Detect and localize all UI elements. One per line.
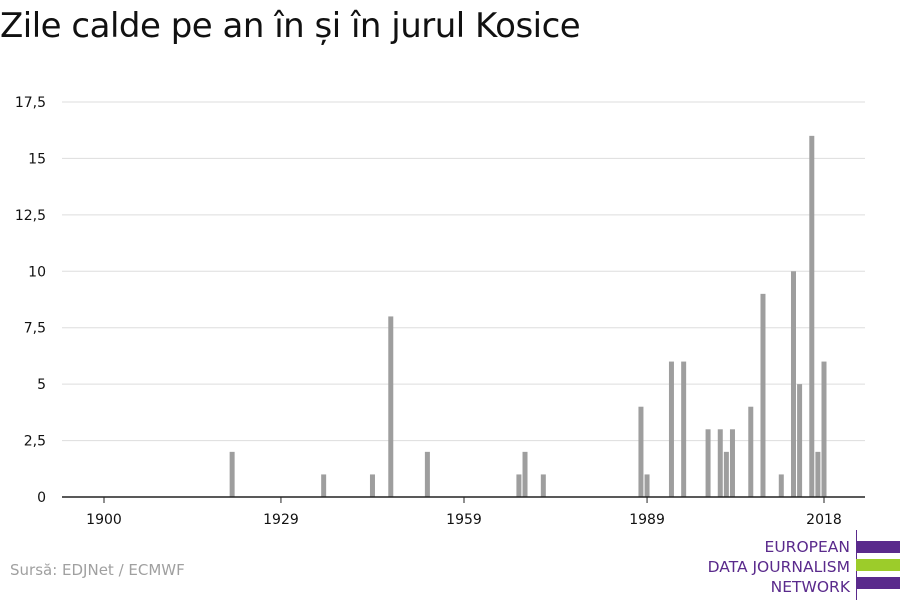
bar-2017 — [815, 451, 821, 497]
axes: 0 2,5 5 7,5 10 12,5 15 17,5 1900 1929 1959 1989 2018 — [15, 95, 865, 528]
bar-2013 — [790, 271, 796, 497]
bars — [229, 135, 827, 497]
bar-1947 — [388, 316, 394, 497]
bar-2016 — [809, 135, 815, 497]
logo-bar-purple-top — [856, 541, 900, 553]
chart-title: Zile calde pe an în și în jurul Kosice — [0, 6, 581, 46]
bar-1969 — [522, 451, 528, 497]
bar-1921 — [229, 451, 235, 497]
bar-1936 — [321, 474, 327, 497]
bar-1953 — [424, 451, 430, 497]
bar-2011 — [778, 474, 784, 497]
logo-bar-purple-bottom — [856, 577, 900, 589]
logo-line-1: EUROPEAN — [764, 538, 850, 556]
x-tick-label: 1900 — [86, 512, 122, 528]
y-tick-label: 12,5 — [15, 208, 46, 224]
bar-2018 — [821, 361, 827, 497]
bar-2002 — [723, 451, 729, 497]
bar-2001 — [717, 429, 723, 497]
x-tick-label: 1989 — [629, 512, 665, 528]
bar-2008 — [760, 293, 766, 497]
y-tick-label: 5 — [37, 377, 46, 393]
edjnet-logo: EUROPEAN DATA JOURNALISM NETWORK — [700, 530, 900, 600]
y-tick-label: 0 — [37, 490, 46, 506]
bar-1944 — [369, 474, 375, 497]
bar-1999 — [705, 429, 711, 497]
bar-1968 — [516, 474, 522, 497]
y-tick-label: 10 — [28, 264, 46, 280]
x-tick-label: 2018 — [806, 512, 842, 528]
bar-1972 — [540, 474, 546, 497]
logo-line-2: DATA JOURNALISM — [707, 558, 850, 576]
source-note: Sursă: EDJNet / ECMWF — [10, 561, 185, 579]
y-tick-label: 7,5 — [24, 321, 46, 337]
grid-lines — [62, 101, 865, 442]
x-tick-label: 1959 — [446, 512, 482, 528]
bar-1989 — [644, 474, 650, 497]
logo-line-3: NETWORK — [770, 578, 850, 596]
y-tick-label: 2,5 — [24, 434, 46, 450]
y-tick-label: 17,5 — [15, 95, 46, 111]
bar-1995 — [681, 361, 687, 497]
bar-1993 — [668, 361, 674, 497]
bar-2006 — [748, 406, 754, 497]
bar-1988 — [638, 406, 644, 497]
logo-bar-green — [856, 559, 900, 571]
bar-2014 — [797, 384, 803, 497]
bar-2003 — [729, 429, 735, 497]
y-tick-label: 15 — [28, 151, 46, 167]
x-tick-label: 1929 — [263, 512, 299, 528]
